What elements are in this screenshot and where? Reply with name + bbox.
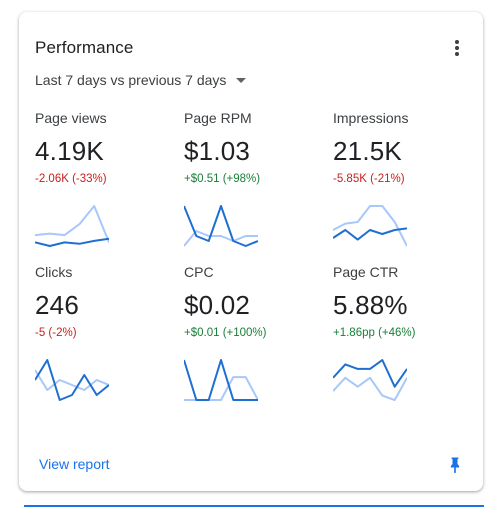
metric-value: 21.5K [333,136,402,166]
metric-value: 5.88% [333,290,408,320]
sparkline-previous [333,205,407,247]
metric-page-views[interactable]: Page views 4.19K -2.06K (-33%) [35,110,175,247]
metric-label: Page CTR [333,264,399,280]
card-title: Performance [35,38,134,57]
sparkline-chart [333,205,407,247]
metric-change: -2.06K (-33%) [35,173,107,185]
metric-value: $1.03 [184,136,251,166]
date-range-label: Last 7 days vs previous 7 days [35,72,227,88]
sparkline-previous [333,376,407,401]
sparkline-previous [184,230,258,247]
sparkline-current [333,227,407,241]
sparkline-current [184,205,258,247]
metric-label: Clicks [35,264,73,280]
sparkline-current [184,359,258,401]
date-range-dropdown[interactable]: Last 7 days vs previous 7 days [35,72,247,88]
metric-change: -5 (-2%) [35,327,77,339]
metric-value: 246 [35,290,79,320]
more-options-icon[interactable] [449,38,465,58]
sparkline-previous [35,369,109,391]
metric-page-ctr[interactable]: Page CTR 5.88% +1.86pp (+46%) [333,264,473,401]
sparkline-chart [35,359,109,401]
metric-change: +$0.01 (+100%) [184,327,267,339]
sparkline-chart [35,205,109,247]
metric-value: 4.19K [35,136,104,166]
metric-value: $0.02 [184,290,251,320]
performance-card: Performance Last 7 days vs previous 7 da… [19,12,483,491]
sparkline-previous [35,205,109,243]
caret-down-icon [236,77,247,83]
sparkline-chart [333,359,407,401]
next-card-edge [24,505,484,507]
metric-label: Impressions [333,110,409,126]
sparkline-current [35,359,109,401]
metric-change: +$0.51 (+98%) [184,173,261,185]
metric-page-rpm[interactable]: Page RPM $1.03 +$0.51 (+98%) [184,110,324,247]
sparkline-chart [184,205,258,247]
view-report-link[interactable]: View report [39,456,110,472]
sparkline-current [35,237,109,247]
sparkline-chart [184,359,258,401]
metric-change: +1.86pp (+46%) [333,327,416,339]
metric-clicks[interactable]: Clicks 246 -5 (-2%) [35,264,175,401]
metric-cpc[interactable]: CPC $0.02 +$0.01 (+100%) [184,264,324,401]
metric-label: Page views [35,110,107,126]
pin-icon[interactable] [445,454,465,476]
metric-impressions[interactable]: Impressions 21.5K -5.85K (-21%) [333,110,473,247]
metric-label: CPC [184,264,214,280]
sparkline-current [333,359,407,388]
metric-change: -5.85K (-21%) [333,173,405,185]
metric-label: Page RPM [184,110,252,126]
